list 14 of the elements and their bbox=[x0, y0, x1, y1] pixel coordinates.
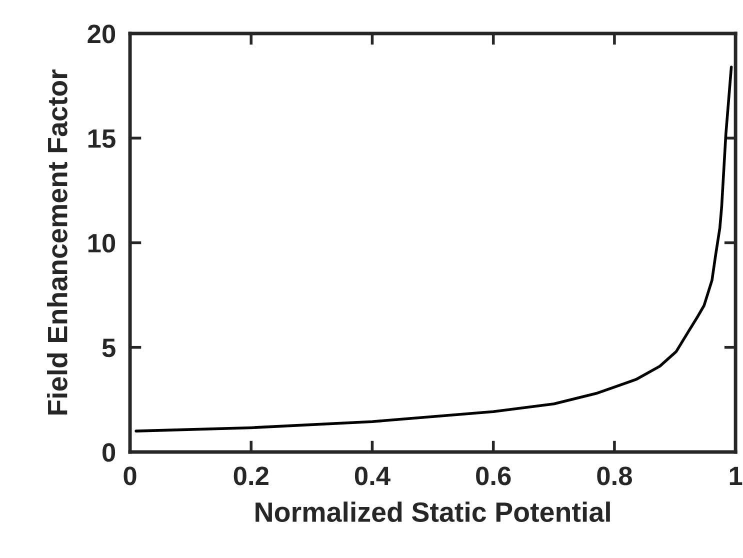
y-tick-label: 5 bbox=[102, 338, 116, 358]
y-axis-title: Field Enhancement Factor bbox=[47, 69, 68, 415]
x-tick-label: 0.4 bbox=[354, 466, 390, 486]
x-tick-label: 0 bbox=[124, 466, 136, 486]
y-tick-label: 20 bbox=[88, 24, 116, 44]
y-tick-label: 15 bbox=[88, 130, 116, 148]
x-tick-label: 0.2 bbox=[234, 466, 268, 486]
y-tick-label: 0 bbox=[102, 443, 116, 462]
x-tick-label: 0.6 bbox=[476, 466, 511, 486]
x-axis-title: Normalized Static Potential bbox=[256, 502, 610, 522]
line-series bbox=[134, 66, 733, 432]
x-tick-label: 0.8 bbox=[597, 466, 632, 486]
y-tick-label: 10 bbox=[88, 234, 116, 253]
x-tick-label: 1 bbox=[730, 466, 742, 485]
